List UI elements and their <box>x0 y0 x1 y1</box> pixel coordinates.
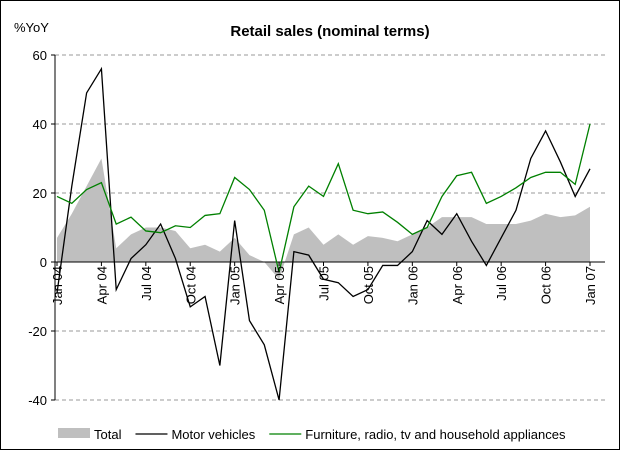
y-tick-label: -40 <box>28 393 47 408</box>
y-tick-label: 40 <box>33 117 47 132</box>
line <box>56 66 591 401</box>
x-tick-label: Apr 04 <box>94 266 109 304</box>
x-tick-label: Jan 06 <box>405 266 420 305</box>
y-axis-label: %YoY <box>14 20 49 35</box>
x-tick-label: Oct 05 <box>361 266 376 304</box>
x-tick-label: Jul 06 <box>494 266 509 301</box>
x-tick-label: Apr 06 <box>450 266 465 304</box>
line <box>56 123 591 273</box>
x-tick-label: Jul 04 <box>139 266 154 301</box>
y-tick-label: 60 <box>33 48 47 63</box>
legend-label: Total <box>94 427 122 442</box>
legend-label: Furniture, radio, tv and household appli… <box>305 427 566 442</box>
x-tick-label: Apr 05 <box>272 266 287 304</box>
chart-title: Retail sales (nominal terms) <box>230 23 429 40</box>
area <box>57 158 590 280</box>
y-tick-label: 20 <box>33 186 47 201</box>
x-tick-label: Jan 05 <box>228 266 243 305</box>
legend-swatch <box>58 428 90 438</box>
legend-label: Motor vehicles <box>171 427 255 442</box>
y-tick-label: 0 <box>40 255 47 270</box>
x-tick-label: Jul 05 <box>317 266 332 301</box>
x-tick-label: Jan 04 <box>50 266 65 305</box>
x-tick-label: Jan 07 <box>583 266 598 305</box>
y-tick-label: -20 <box>28 324 47 339</box>
x-tick-label: Oct 06 <box>539 266 554 304</box>
x-tick-label: Oct 04 <box>183 266 198 304</box>
